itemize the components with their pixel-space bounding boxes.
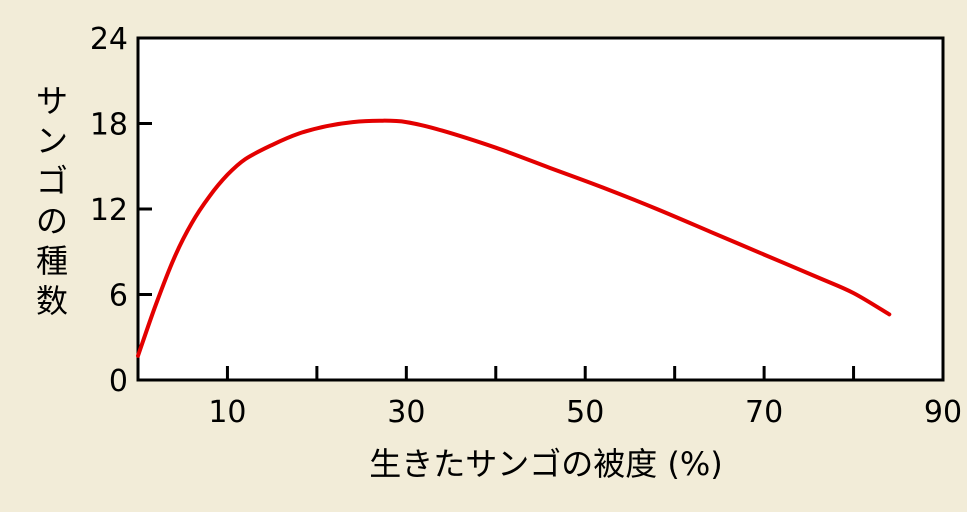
y-axis-title: サンゴの種数 <box>36 82 68 320</box>
x-tick-label: 90 <box>924 395 962 430</box>
y-tick-label: 6 <box>109 279 128 314</box>
x-axis-ticks: 10 30 50 70 90 <box>208 366 962 430</box>
y-tick-label: 0 <box>109 364 128 399</box>
x-tick-label: 70 <box>745 395 783 430</box>
y-tick-label: 24 <box>90 22 128 57</box>
x-axis-title: 生きたサンゴの被度 (%) <box>369 445 723 483</box>
y-axis-ticks: 0 6 12 18 24 <box>90 22 152 399</box>
x-tick-label: 10 <box>208 395 246 430</box>
series-line <box>136 118 892 358</box>
series-layer <box>136 118 892 358</box>
x-tick-label: 50 <box>566 395 604 430</box>
plot-area <box>136 36 945 382</box>
y-tick-label: 18 <box>90 108 128 143</box>
y-tick-label: 12 <box>90 193 128 228</box>
x-tick-label: 30 <box>387 395 425 430</box>
